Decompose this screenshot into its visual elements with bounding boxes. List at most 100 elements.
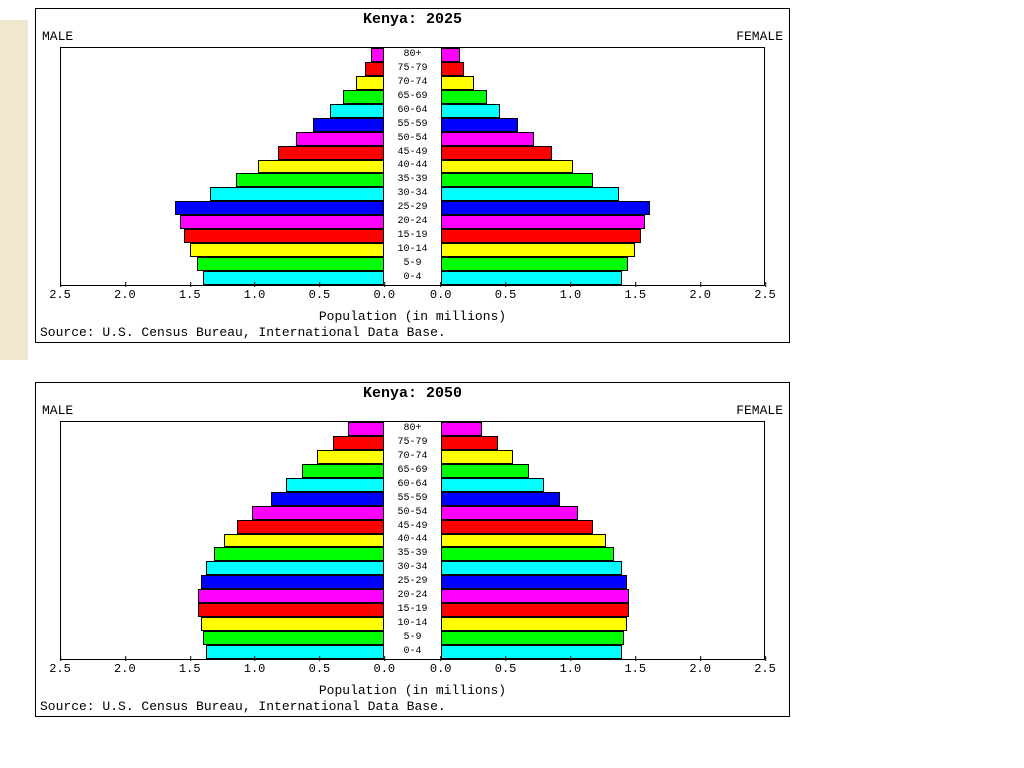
age-label: 30-34 [384,187,440,201]
population-bar [180,215,384,229]
age-label: 30-34 [384,561,440,575]
population-bar [210,187,385,201]
population-bar [333,436,385,450]
male-label: MALE [42,29,73,44]
age-label: 80+ [384,422,440,436]
population-bar [365,62,384,76]
population-bar [441,104,501,118]
x-tick: 1.0 [244,662,266,676]
population-bar [203,271,384,285]
population-bar [206,561,385,575]
population-bar [302,464,385,478]
age-label: 50-54 [384,132,440,146]
population-bar [313,118,384,132]
x-tick: 1.0 [560,662,582,676]
x-tick: 2.5 [49,288,71,302]
x-tick: 2.0 [114,662,136,676]
x-axis-label: Population (in millions) [36,683,789,698]
x-tick: 0.0 [373,662,395,676]
female-label: FEMALE [736,29,783,44]
age-label: 70-74 [384,76,440,90]
x-tick: 2.0 [689,288,711,302]
age-label: 55-59 [384,118,440,132]
population-bar [441,132,534,146]
population-bar [441,187,620,201]
x-tick: 0.0 [373,288,395,302]
population-bar [441,118,519,132]
population-bar [271,492,385,506]
age-label: 40-44 [384,534,440,548]
age-label: 20-24 [384,215,440,229]
population-bar [286,478,384,492]
population-bar [441,547,614,561]
x-tick: 2.5 [754,662,776,676]
pyramid-2025-frame: Kenya: 2025 MALE FEMALE 80+75-7970-7465-… [35,8,790,343]
x-tick: 1.5 [179,288,201,302]
x-tick: 0.5 [495,288,517,302]
population-bar [203,631,384,645]
age-labels-column: 80+75-7970-7465-6960-6455-5950-5445-4940… [384,48,440,285]
population-bar [441,534,607,548]
x-axis-label: Population (in millions) [36,309,789,324]
female-label: FEMALE [736,403,783,418]
population-bar [184,229,384,243]
x-tick: 1.5 [624,288,646,302]
female-bars [441,422,764,659]
x-tick: 0.0 [430,288,452,302]
population-bar [441,478,544,492]
age-label: 5-9 [384,257,440,271]
plot-area: 80+75-7970-7465-6960-6455-5950-5445-4940… [60,421,765,660]
population-bar [258,160,385,174]
population-bar [237,520,384,534]
age-label: 35-39 [384,547,440,561]
chart-title: Kenya: 2025 [36,11,789,28]
age-label: 65-69 [384,90,440,104]
age-label: 0-4 [384,645,440,659]
source-text: Source: U.S. Census Bureau, Internationa… [40,699,446,714]
population-bar [198,603,384,617]
population-bar [441,631,625,645]
age-label: 65-69 [384,464,440,478]
age-label: 35-39 [384,173,440,187]
age-label: 10-14 [384,243,440,257]
population-bar [330,104,384,118]
x-tick: 0.5 [309,662,331,676]
x-tick: 0.5 [309,288,331,302]
male-bars [61,48,384,285]
population-bar [356,76,384,90]
population-bar [236,173,385,187]
plot-area: 80+75-7970-7465-6960-6455-5950-5445-4940… [60,47,765,286]
x-tick: 1.5 [179,662,201,676]
population-bar [441,173,594,187]
population-bar [441,450,513,464]
population-bar [201,575,385,589]
x-tick: 2.0 [689,662,711,676]
age-label: 75-79 [384,62,440,76]
x-tick: 0.5 [495,662,517,676]
age-label: 0-4 [384,271,440,285]
age-labels-column: 80+75-7970-7465-6960-6455-5950-5445-4940… [384,422,440,659]
male-bars [61,422,384,659]
age-label: 50-54 [384,506,440,520]
age-label: 80+ [384,48,440,62]
population-bar [441,645,622,659]
female-bars [441,48,764,285]
age-label: 15-19 [384,229,440,243]
x-tick: 1.0 [560,288,582,302]
population-bar [198,589,384,603]
pyramid-2050-frame: Kenya: 2050 MALE FEMALE 80+75-7970-7465-… [35,382,790,717]
population-bar [175,201,385,215]
population-bar [201,617,385,631]
population-bar [441,257,629,271]
population-bar [348,422,384,436]
x-tick: 2.5 [49,662,71,676]
population-bar [441,201,651,215]
population-bar [441,561,622,575]
population-bar [441,422,482,436]
x-tick: 1.5 [624,662,646,676]
age-label: 60-64 [384,104,440,118]
population-bar [317,450,384,464]
x-tick: 0.0 [430,662,452,676]
population-bar [296,132,384,146]
decor-beige-block [0,20,28,360]
